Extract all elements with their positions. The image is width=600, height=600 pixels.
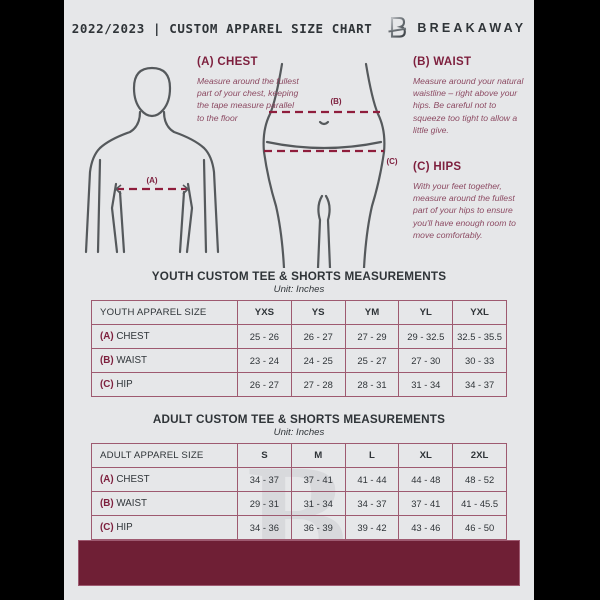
- youth-r1c2: 25 - 27: [344, 348, 400, 373]
- adult-r1c1: 31 - 34: [290, 491, 346, 516]
- youth-r1c1: 24 - 25: [290, 348, 346, 373]
- youth-r0c3: 29 - 32.5: [398, 324, 454, 349]
- adult-col-3: XL: [398, 443, 454, 468]
- adult-row-2-label: (C) HIP: [91, 515, 238, 540]
- youth-col-1: YS: [290, 300, 346, 325]
- youth-r2c0: 26 - 27: [237, 372, 292, 397]
- callout-hips: (C) HIPS With your feet together, measur…: [413, 161, 525, 241]
- adult-row-1-tag: (B): [100, 498, 114, 509]
- adult-r2c2: 39 - 42: [344, 515, 400, 540]
- youth-col-0: YXS: [237, 300, 292, 325]
- youth-row-0-tag: (A): [100, 331, 114, 342]
- adult-unit: Unit: Inches: [273, 427, 325, 438]
- size-chart-page: 2022/2023 | CUSTOM APPAREL SIZE CHART BR…: [64, 0, 534, 600]
- adult-row-2-name: HIP: [116, 522, 133, 533]
- adult-row-1-name: WAIST: [116, 498, 148, 509]
- adult-size-header: ADULT APPAREL SIZE: [91, 443, 238, 468]
- youth-row-0-label: (A) CHEST: [91, 324, 238, 349]
- youth-row-2-label: (C) HIP: [91, 372, 238, 397]
- adult-title: ADULT CUSTOM TEE & SHORTS MEASUREMENTS: [152, 413, 446, 426]
- table-row: (A) CHEST 34 - 37 37 - 41 41 - 44 44 - 4…: [91, 467, 507, 492]
- callout-waist-text: Measure around your natural waistline – …: [413, 76, 524, 135]
- youth-r2c3: 31 - 34: [398, 372, 454, 397]
- hips-marker-label: (C): [386, 157, 397, 166]
- callout-chest-heading: (A) CHEST: [197, 56, 258, 68]
- youth-r1c4: 30 - 33: [452, 348, 507, 373]
- body-figures-illustration: (A) (B) (C): [84, 62, 398, 268]
- callout-chest-text: Measure around the fullest part of your …: [197, 76, 299, 123]
- youth-row-1-tag: (B): [100, 355, 114, 366]
- adult-r1c3: 37 - 41: [398, 491, 454, 516]
- adult-r0c3: 44 - 48: [398, 467, 454, 492]
- adult-col-1: M: [290, 443, 346, 468]
- youth-col-4: YXL: [452, 300, 507, 325]
- adult-col-4: 2XL: [452, 443, 507, 468]
- breakaway-b-logo-icon: [388, 16, 407, 38]
- adult-r2c4: 46 - 50: [452, 515, 507, 540]
- adult-r1c2: 34 - 37: [344, 491, 400, 516]
- table-row: (B) WAIST 29 - 31 31 - 34 34 - 37 37 - 4…: [91, 491, 507, 516]
- measurement-diagram: (A) (B) (C): [64, 56, 534, 268]
- callout-chest: (A) CHEST Measure around the fullest par…: [197, 56, 301, 124]
- youth-row-2-name: HIP: [116, 379, 133, 390]
- youth-col-3: YL: [398, 300, 454, 325]
- youth-size-header: YOUTH APPAREL SIZE: [91, 300, 238, 325]
- adult-col-2: L: [344, 443, 400, 468]
- page-header: 2022/2023 | CUSTOM APPAREL SIZE CHART BR…: [64, 0, 534, 56]
- table-row: (C) HIP 34 - 36 36 - 39 39 - 42 43 - 46 …: [91, 515, 507, 540]
- callout-waist-heading: (B) WAIST: [413, 56, 472, 68]
- page-title: 2022/2023 | CUSTOM APPAREL SIZE CHART: [71, 20, 373, 36]
- chest-marker-label: (A): [146, 176, 157, 185]
- youth-row-1-name: WAIST: [116, 355, 148, 366]
- youth-col-2: YM: [344, 300, 400, 325]
- adult-r0c2: 41 - 44: [344, 467, 400, 492]
- table-row: (C) HIP 26 - 27 27 - 28 28 - 31 31 - 34 …: [91, 372, 507, 397]
- table-row: (B) WAIST 23 - 24 24 - 25 25 - 27 27 - 3…: [91, 348, 507, 373]
- youth-row-0-name: CHEST: [116, 331, 150, 342]
- adult-r1c4: 41 - 45.5: [452, 491, 507, 516]
- adult-row-0-name: CHEST: [116, 474, 150, 485]
- adult-r0c1: 37 - 41: [290, 467, 346, 492]
- callout-hips-heading: (C) HIPS: [413, 161, 462, 173]
- youth-r0c1: 26 - 27: [290, 324, 346, 349]
- youth-row-2-tag: (C): [100, 379, 114, 390]
- footer-bar: [78, 540, 520, 586]
- youth-row-1-label: (B) WAIST: [91, 348, 238, 373]
- youth-r0c4: 32.5 - 35.5: [452, 324, 507, 349]
- adult-r0c0: 34 - 37: [237, 467, 292, 492]
- youth-header-row: YOUTH APPAREL SIZE YXS YS YM YL YXL: [91, 300, 507, 325]
- youth-r0c0: 25 - 26: [237, 324, 292, 349]
- adult-header-row: ADULT APPAREL SIZE S M L XL 2XL: [91, 443, 507, 468]
- youth-r0c2: 27 - 29: [344, 324, 400, 349]
- youth-section: YOUTH CUSTOM TEE & SHORTS MEASUREMENTS U…: [64, 270, 534, 397]
- adult-row-0-tag: (A): [100, 474, 114, 485]
- youth-r2c2: 28 - 31: [344, 372, 400, 397]
- brand-logo: BREAKAWAY: [386, 15, 526, 41]
- youth-r2c1: 27 - 28: [290, 372, 346, 397]
- youth-size-table: YOUTH APPAREL SIZE YXS YS YM YL YXL (A) …: [91, 300, 507, 397]
- adult-r0c4: 48 - 52: [452, 467, 507, 492]
- adult-r2c0: 34 - 36: [237, 515, 292, 540]
- adult-section: B ADULT CUSTOM TEE & SHORTS MEASUREMENTS…: [64, 413, 534, 600]
- youth-r1c0: 23 - 24: [237, 348, 292, 373]
- adult-col-0: S: [237, 443, 292, 468]
- adult-r2c1: 36 - 39: [290, 515, 346, 540]
- adult-r1c0: 29 - 31: [237, 491, 292, 516]
- adult-size-table: ADULT APPAREL SIZE S M L XL 2XL (A) CHES…: [91, 443, 507, 540]
- torso-outline: [84, 66, 220, 254]
- table-row: (A) CHEST 25 - 26 26 - 27 27 - 29 29 - 3…: [91, 324, 507, 349]
- adult-row-0-label: (A) CHEST: [91, 467, 238, 492]
- youth-r1c3: 27 - 30: [398, 348, 454, 373]
- brand-name: BREAKAWAY: [417, 21, 527, 35]
- callout-hips-text: With your feet together, measure around …: [413, 181, 516, 240]
- callout-waist: (B) WAIST Measure around your natural wa…: [413, 56, 525, 136]
- adult-row-2-tag: (C): [100, 522, 114, 533]
- adult-row-1-label: (B) WAIST: [91, 491, 238, 516]
- youth-unit: Unit: Inches: [273, 284, 325, 295]
- chest-measure-line: [115, 184, 189, 195]
- waist-marker-label: (B): [330, 97, 341, 106]
- youth-title: YOUTH CUSTOM TEE & SHORTS MEASUREMENTS: [151, 270, 447, 283]
- youth-r2c4: 34 - 37: [452, 372, 507, 397]
- adult-r2c3: 43 - 46: [398, 515, 454, 540]
